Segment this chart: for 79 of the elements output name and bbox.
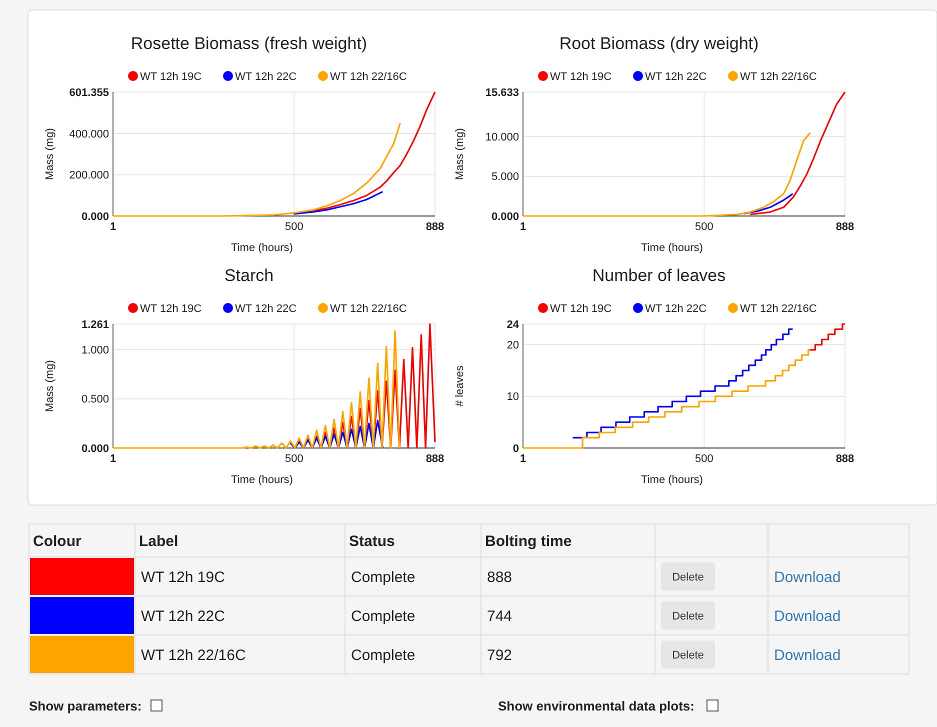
y-tick-label: 200.000: [69, 170, 109, 182]
x-tick-label: 1: [110, 453, 116, 465]
y-tick-label: 24: [506, 318, 520, 331]
category-label: WT 12h 19C: [141, 568, 226, 586]
text: Download: [774, 568, 841, 586]
category-label: WT 12h 22/16C: [141, 646, 246, 664]
y-tick-label: 10.000: [485, 132, 519, 144]
y-tick-label: 5.000: [491, 171, 519, 184]
x-tick-label: 888: [426, 453, 444, 465]
legend-label: WT 12h 22/16C: [330, 70, 407, 83]
chart-title: Rosette Biomass (fresh weight): [130, 34, 368, 53]
text: Colour: [33, 532, 82, 550]
category-label: WT 12h 22C: [141, 608, 226, 625]
text: Complete: [351, 608, 416, 625]
y-tick-label: 1.261: [81, 318, 109, 331]
legend-label: WT 12h 22C: [235, 302, 297, 315]
y-axis-title: Mass (mg): [44, 128, 56, 180]
x-axis-title: Time (hours): [231, 242, 293, 254]
legend-label: WT 12h 19C: [140, 302, 202, 315]
text: Status: [349, 532, 395, 550]
x-tick-label: 500: [694, 453, 714, 465]
y-tick-label: 1.000: [81, 344, 109, 357]
y-tick-label: 0.000: [491, 210, 519, 223]
y-tick-label: 0: [512, 442, 519, 455]
y-tick-label: 601.355: [69, 86, 109, 99]
button: Delete: [661, 562, 715, 590]
text: Label: [139, 532, 178, 550]
text: Show parameters:: [29, 698, 142, 714]
y-tick-label: 0.000: [81, 442, 109, 455]
x-tick-label: 888: [836, 453, 854, 465]
legend-label: WT 12h 22C: [645, 70, 707, 83]
data-label: 888: [487, 568, 512, 586]
button: Delete: [661, 602, 715, 630]
data-label: 744: [487, 608, 512, 625]
line-series: [292, 190, 384, 215]
y-tick-label: 20: [506, 340, 519, 352]
x-tick-label: 500: [284, 221, 304, 233]
legend-label: WT 12h 22C: [645, 302, 707, 315]
y-tick-label: 400.000: [69, 128, 109, 140]
x-tick-label: 1: [520, 221, 526, 233]
y-tick-label: 0.000: [81, 210, 109, 223]
x-tick-label: 500: [284, 453, 304, 465]
text: Complete: [351, 646, 416, 664]
line-series: [112, 122, 401, 217]
text: Download: [774, 608, 841, 625]
legend-label: WT 12h 22C: [235, 70, 297, 83]
x-axis-title: Time (hours): [641, 474, 703, 486]
legend-label: WT 12h 22/16C: [740, 302, 817, 315]
legend-label: WT 12h 19C: [550, 70, 612, 83]
text: Download: [774, 646, 841, 664]
y-tick-label: 15.633: [485, 86, 519, 99]
line-series: [112, 330, 400, 449]
x-tick-label: 888: [426, 221, 444, 233]
line-series: [522, 132, 811, 217]
chart-title: Root Biomass (dry weight): [559, 34, 759, 53]
legend-label: WT 12h 22/16C: [740, 70, 817, 83]
legend-label: WT 12h 19C: [550, 302, 612, 315]
legend-label: WT 12h 22/16C: [330, 302, 407, 315]
x-tick-label: 1: [520, 453, 526, 465]
data-label: 792: [487, 646, 512, 664]
x-tick-label: 500: [694, 221, 714, 233]
y-tick-label: 10: [506, 391, 519, 404]
legend-label: WT 12h 19C: [140, 70, 202, 83]
chart-title: Starch: [224, 266, 274, 285]
y-axis-title: Mass (mg): [44, 360, 56, 412]
text: Bolting time: [485, 532, 572, 550]
y-axis-title: Mass (mg): [454, 128, 466, 180]
y-axis-title: # leaves: [454, 365, 466, 406]
y-tick-label: 0.500: [81, 394, 109, 406]
button: Delete: [661, 640, 715, 668]
line-series: [290, 420, 384, 449]
x-axis-title: Time (hours): [231, 474, 293, 486]
x-axis-title: Time (hours): [641, 242, 703, 254]
chart-title: Number of leaves: [592, 266, 726, 285]
text: Complete: [351, 568, 416, 586]
text: Show environmental data plots:: [498, 698, 694, 714]
x-tick-label: 1: [110, 221, 116, 233]
x-tick-label: 888: [836, 221, 854, 233]
line-series: [742, 192, 794, 214]
